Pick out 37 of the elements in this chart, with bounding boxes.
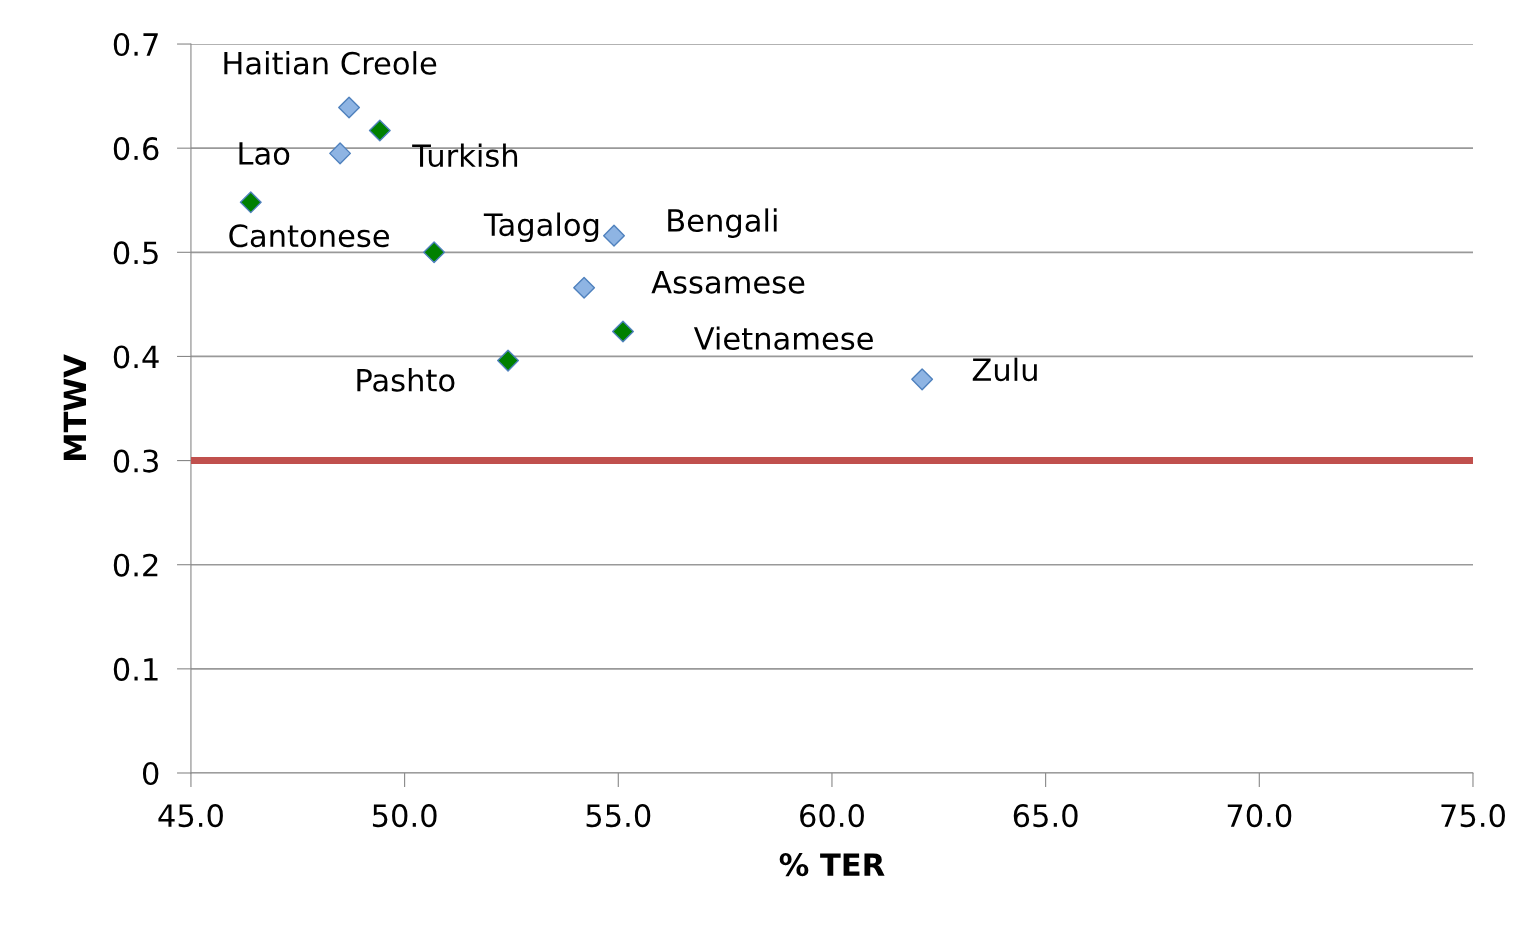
x-axis-title: % TER	[779, 853, 885, 877]
annotation: Bengali	[668, 208, 777, 238]
y-tick-label: 0.7	[113, 32, 158, 57]
annotation: Lao	[239, 142, 290, 166]
point	[329, 142, 352, 165]
annotation: Haitian Creole	[224, 51, 437, 75]
point	[911, 368, 934, 391]
y-tick-label: 0	[142, 761, 159, 786]
point	[573, 276, 596, 299]
y-tick-label: 0.1	[113, 657, 158, 681]
y-tick-label: 0.6	[113, 137, 159, 161]
annotation: Zulu	[972, 357, 1037, 382]
point	[603, 224, 626, 247]
x-tick-label: 45.0	[158, 804, 223, 828]
point	[497, 349, 520, 372]
x-tick-label: 75.0	[1441, 804, 1505, 828]
y-axis-title: MTWV	[63, 354, 86, 461]
annotation: Pashto	[357, 368, 455, 392]
point	[338, 96, 361, 119]
annotation: Turkish	[412, 143, 518, 168]
annotation: Vietnamese	[693, 326, 873, 351]
y-tick-label: 0.3	[113, 449, 158, 473]
y-tick-label: 0.5	[113, 241, 158, 265]
x-tick-label: 70.0	[1227, 804, 1292, 828]
y-tick-label: 0.2	[113, 553, 158, 577]
point	[368, 119, 391, 142]
annotation: Cantonese	[229, 224, 389, 248]
x-tick-label: 50.0	[372, 804, 437, 828]
point	[611, 320, 634, 343]
x-tick-label: 60.0	[800, 804, 864, 828]
x-tick-label: 65.0	[1013, 804, 1078, 828]
point	[423, 241, 446, 264]
point	[239, 191, 262, 214]
annotation: Tagalog	[483, 212, 599, 243]
annotation: Assamese	[651, 271, 805, 294]
y-tick-label: 0.4	[113, 345, 159, 369]
x-tick-label: 55.0	[586, 804, 651, 828]
